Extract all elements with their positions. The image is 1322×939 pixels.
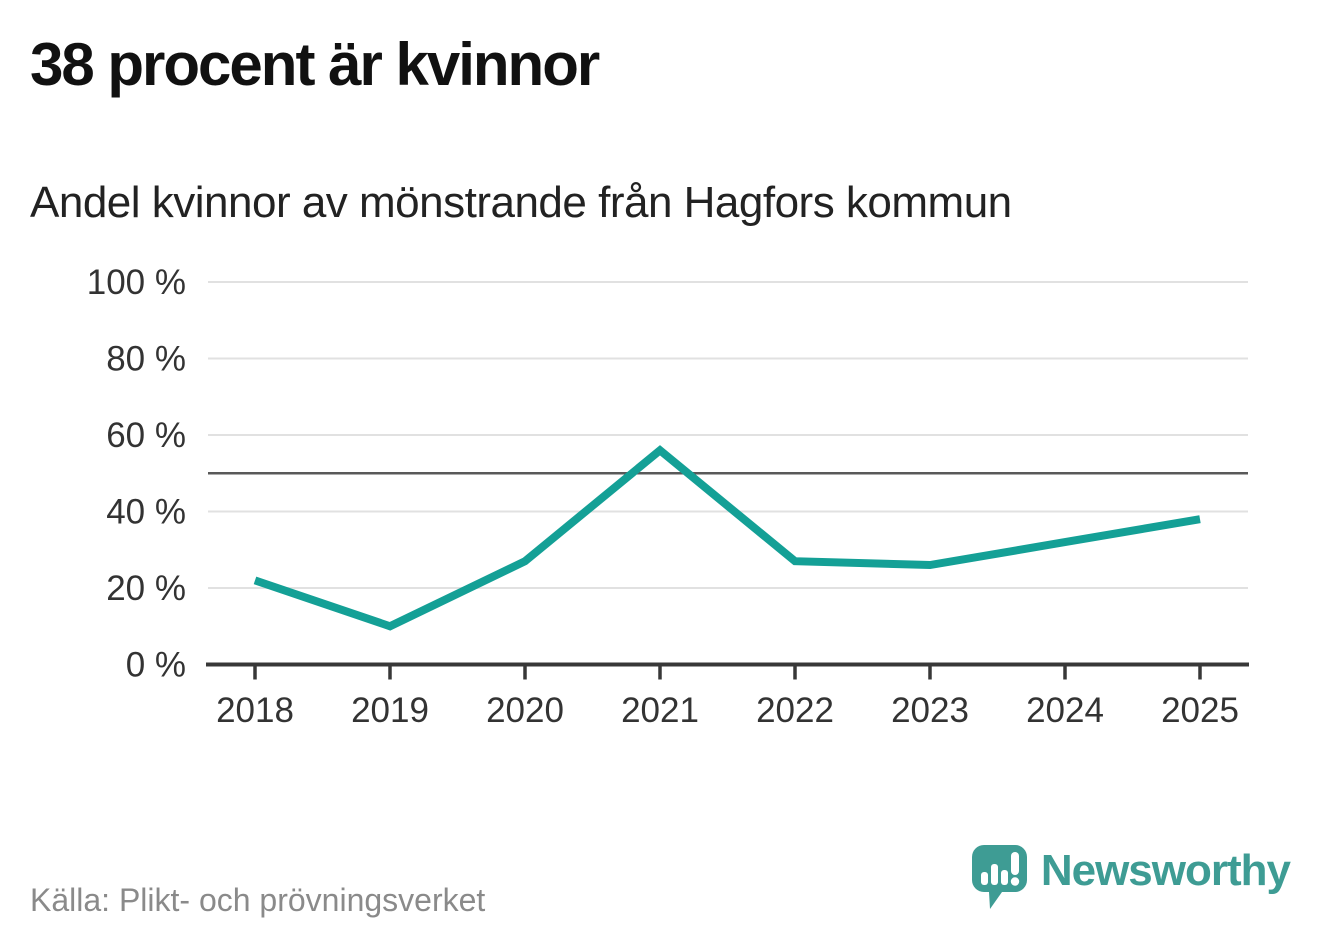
x-axis-label-2022: 2022 [756,691,834,730]
x-axis-label-2021: 2021 [621,691,699,730]
y-axis-labels: 0 % 20 % 40 % 60 % 80 % 100 % [87,263,186,685]
x-axis-label-2024: 2024 [1026,691,1104,730]
y-axis-label-100: 100 % [87,263,186,302]
x-axis-label-2020: 2020 [486,691,564,730]
x-axis-label-2018: 2018 [216,691,294,730]
source-note: Källa: Plikt- och prövningsverket [30,882,486,918]
gridlines [208,281,1248,589]
newsworthy-logo-icon [971,845,1027,909]
x-axis-label-2023: 2023 [891,691,969,730]
y-axis-label-60: 60 % [106,416,186,455]
chart-subtitle: Andel kvinnor av mönstrande från Hagfors… [30,178,1012,227]
y-axis-label-20: 20 % [106,569,186,608]
x-axis-tick-marks [253,666,1202,680]
x-axis-labels: 2018 2019 2020 2021 2022 2023 2024 2025 [216,691,1239,730]
newsworthy-brand: Newsworthy [971,845,1291,909]
chart-title: 38 procent är kvinnor [30,31,600,98]
y-axis-label-80: 80 % [106,340,186,379]
x-axis-label-2019: 2019 [351,691,429,730]
x-axis-label-2025: 2025 [1161,691,1239,730]
data-series-line [253,445,1201,631]
y-axis-label-40: 40 % [106,493,186,532]
y-axis-label-0: 0 % [126,646,186,685]
brand-name: Newsworthy [1040,846,1291,895]
